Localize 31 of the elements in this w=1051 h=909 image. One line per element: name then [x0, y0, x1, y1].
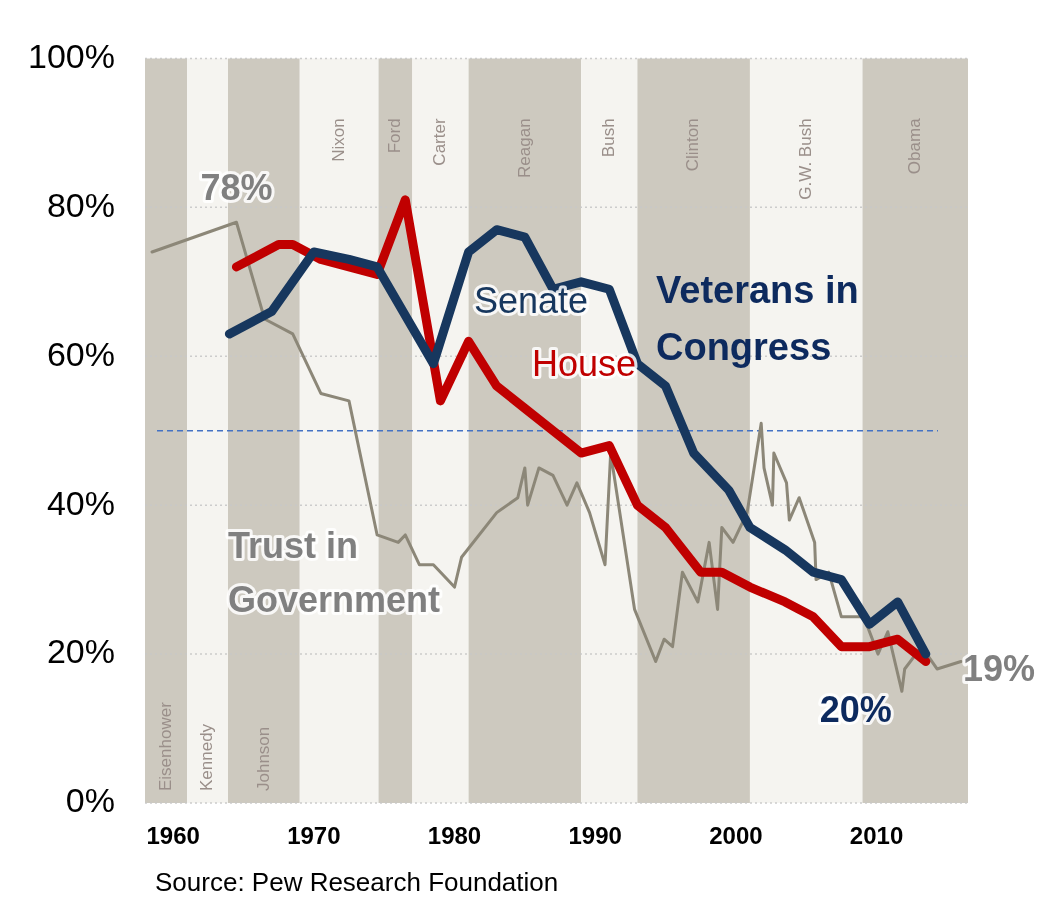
source-note: Source: Pew Research Foundation [155, 867, 559, 897]
annotation: 20% [819, 689, 892, 730]
x-tick-label: 1960 [146, 822, 200, 850]
band-label: Ford [385, 118, 405, 154]
y-tick-label: 80% [46, 185, 115, 224]
x-tick-label: 2010 [849, 822, 904, 850]
y-tick-label: 60% [46, 334, 115, 373]
series-label: Trust in Government [228, 525, 441, 620]
band-label: Obama [904, 117, 924, 175]
y-tick-label: 100% [28, 36, 115, 75]
y-tick-label: 40% [46, 483, 115, 522]
x-tick-label: 1980 [427, 822, 482, 850]
annotation: 78% [200, 167, 273, 209]
x-tick-label: 1990 [568, 822, 622, 850]
y-tick-label: 0% [65, 781, 115, 820]
series-label: House [532, 343, 637, 384]
x-tick-label: 1970 [287, 822, 341, 850]
band-label: Nixon [328, 118, 348, 162]
band-label: Eisenhower [155, 701, 175, 791]
band-label: Carter [430, 118, 450, 166]
band-label: Clinton [683, 118, 703, 172]
band-label: Kennedy [197, 723, 217, 791]
annotation: Veterans in Congress [656, 269, 859, 368]
band-label: Reagan [514, 118, 534, 178]
series-label: Senate [474, 280, 589, 321]
band-label: Johnson [253, 726, 273, 791]
x-tick-label: 2000 [709, 822, 763, 850]
y-tick-label: 20% [46, 632, 115, 671]
band-label: Bush [598, 118, 618, 158]
annotation: 19% [962, 648, 1036, 690]
band-label: G.W. Bush [795, 118, 815, 200]
